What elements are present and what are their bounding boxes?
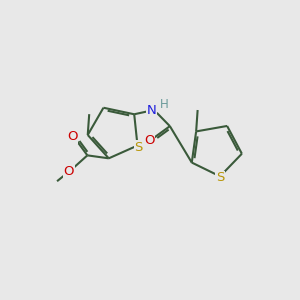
- Text: H: H: [160, 98, 168, 111]
- Text: S: S: [216, 171, 224, 184]
- Text: N: N: [147, 104, 156, 117]
- Text: S: S: [134, 140, 143, 154]
- Text: O: O: [63, 165, 74, 178]
- Text: O: O: [67, 130, 77, 143]
- Text: O: O: [144, 134, 154, 147]
